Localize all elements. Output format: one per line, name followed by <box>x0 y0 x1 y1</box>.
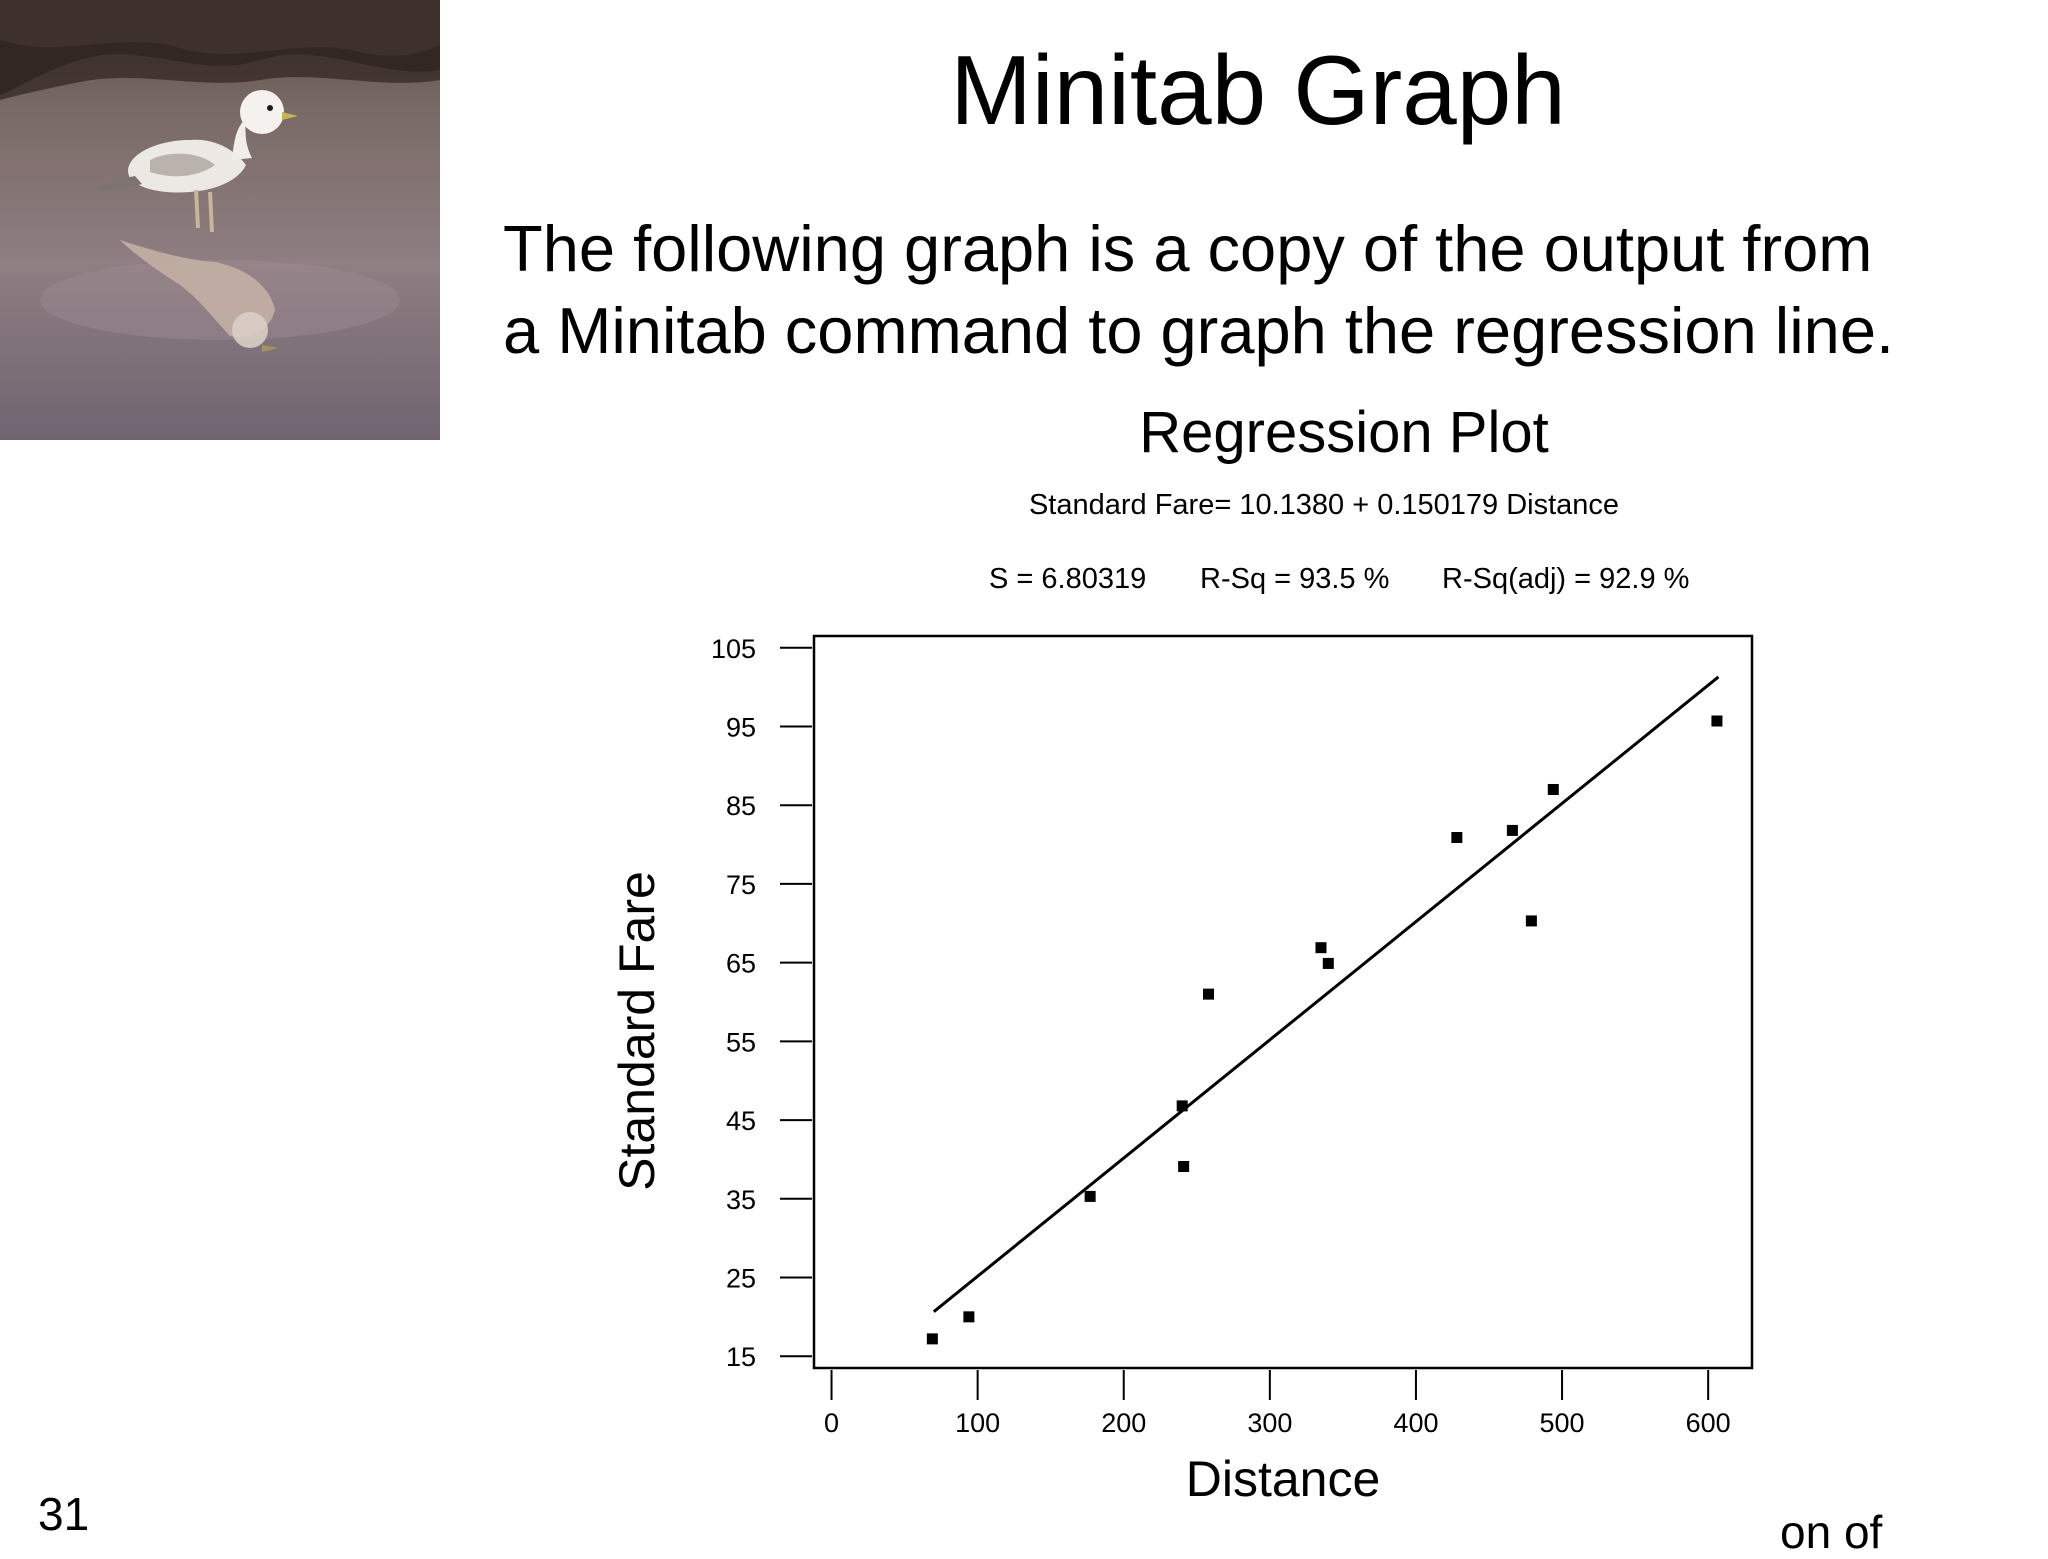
y-tick-label: 25 <box>726 1263 756 1293</box>
stat-rsq: R-Sq = 93.5 % <box>1200 563 1389 595</box>
x-tick-label: 200 <box>1101 1408 1146 1438</box>
data-point <box>1506 824 1518 836</box>
data-point <box>1315 942 1327 954</box>
y-tick-label: 105 <box>711 634 756 664</box>
plot-frame <box>812 634 1754 1370</box>
y-tick-label: 15 <box>726 1342 756 1372</box>
y-tick-label: 45 <box>726 1106 756 1136</box>
data-point <box>963 1311 975 1323</box>
footer-fragment: on of <box>1780 1506 1883 1558</box>
x-axis-label: Distance <box>1186 1451 1381 1507</box>
chart-equation: Standard Fare= 10.1380 + 0.150179 Distan… <box>1029 489 1619 521</box>
y-axis: 15 25 35 45 55 65 75 85 95 105 <box>711 634 812 1372</box>
data-point <box>1178 1161 1190 1173</box>
y-tick-label: 85 <box>726 791 756 821</box>
y-tick-label: 35 <box>726 1185 756 1215</box>
y-axis-label: Standard Fare <box>609 871 665 1191</box>
x-tick-label: 100 <box>955 1408 1000 1438</box>
chart-title: Regression Plot <box>1139 400 1548 465</box>
data-point <box>1451 831 1463 843</box>
stat-s: S = 6.80319 <box>989 563 1146 595</box>
slide-number: 31 <box>38 1488 90 1540</box>
data-point <box>1322 957 1334 969</box>
data-point <box>1547 783 1559 795</box>
data-point <box>1202 988 1214 1000</box>
data-point <box>1525 915 1537 927</box>
x-tick-label: 500 <box>1540 1408 1585 1438</box>
body-line: a Minitab command to graph the regressio… <box>503 294 1895 367</box>
x-tick-label: 300 <box>1247 1408 1292 1438</box>
x-axis: 0 100 200 300 400 500 600 <box>824 1370 1731 1438</box>
data-point <box>926 1333 938 1345</box>
y-tick-label: 55 <box>726 1027 756 1057</box>
data-point <box>1711 715 1723 727</box>
body-line: The following graph is a copy of the out… <box>503 212 1873 285</box>
data-point <box>1084 1190 1096 1202</box>
y-tick-label: 75 <box>726 870 756 900</box>
stat-rsq-adj: R-Sq(adj) = 92.9 % <box>1442 563 1689 595</box>
x-tick-label: 600 <box>1686 1408 1731 1438</box>
data-point <box>1176 1100 1188 1112</box>
x-tick-label: 400 <box>1393 1408 1438 1438</box>
regression-line <box>932 675 1720 1313</box>
points-layer <box>926 715 1723 1345</box>
y-tick-label: 95 <box>726 713 756 743</box>
y-tick-label: 65 <box>726 949 756 979</box>
slide-body-text: The following graph is a copy of the out… <box>503 208 2043 372</box>
slide-title: Minitab Graph <box>950 35 1566 145</box>
x-tick-label: 0 <box>824 1408 839 1438</box>
seagull-photo <box>0 0 440 440</box>
regression-layer <box>932 675 1720 1313</box>
